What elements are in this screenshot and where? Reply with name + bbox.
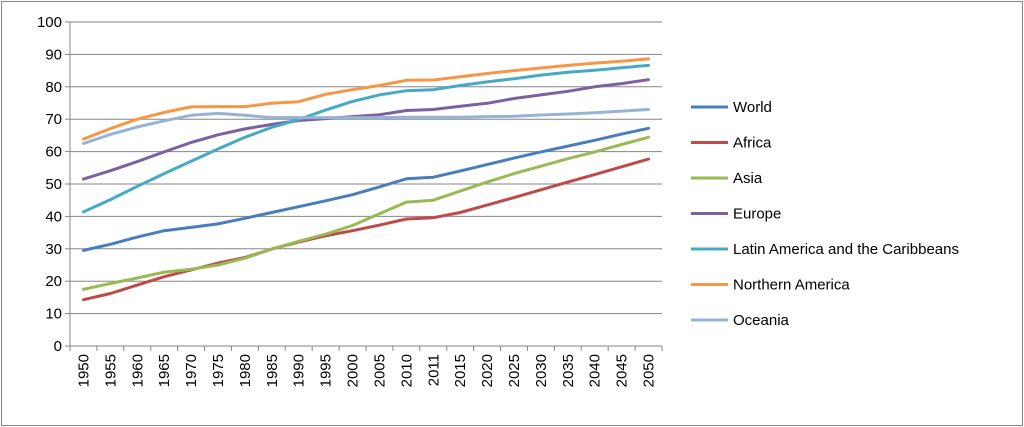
series-line-oceania — [82, 108, 650, 145]
x-tick-label: 1995 — [318, 354, 335, 387]
y-tick-label: 70 — [45, 111, 62, 128]
y-tick-label: 80 — [45, 79, 62, 96]
x-tick-label: 1950 — [75, 354, 92, 387]
x-tick-label: 2040 — [587, 354, 604, 387]
y-tick-label: 100 — [37, 14, 62, 31]
series-lines — [82, 57, 650, 302]
x-tick-label: 1955 — [102, 354, 119, 387]
y-tick-label: 10 — [45, 306, 62, 323]
series-line-africa — [82, 157, 650, 302]
series-line-asia — [82, 135, 650, 291]
series-line-latin-america-and-the-caribbeans — [82, 63, 650, 214]
x-tick-label: 1990 — [291, 354, 308, 387]
x-tick-label: 1975 — [210, 354, 227, 387]
x-tick-label: 2030 — [533, 354, 550, 387]
y-tick-label: 0 — [54, 338, 62, 355]
x-tick-label: 1980 — [237, 354, 254, 387]
x-tick-label: 2025 — [506, 354, 523, 387]
series-line-europe — [82, 78, 650, 181]
y-tick-label: 60 — [45, 144, 62, 161]
legend-label-oceania: Oceania — [733, 312, 790, 329]
x-tick-label: 1960 — [129, 354, 146, 387]
y-tick-label: 20 — [45, 273, 62, 290]
x-tick-label: 2020 — [479, 354, 496, 387]
x-tick-label: 2035 — [560, 354, 577, 387]
x-tick-label: 1985 — [264, 354, 281, 387]
series-line-world — [82, 126, 650, 252]
x-tick-label: 2050 — [641, 354, 658, 387]
y-tick-label: 50 — [45, 176, 62, 193]
gridlines — [70, 21, 662, 315]
legend: World Africa Asia Europe Latin America and t… — [691, 99, 959, 329]
legend-label-latin-america-and-the-caribbeans: Latin America and the Caribbeans — [733, 241, 959, 258]
x-tick-label: 2045 — [614, 354, 631, 387]
y-tick-label: 40 — [45, 208, 62, 225]
series-line-northern-america — [82, 57, 650, 141]
x-tick-label: 2000 — [345, 354, 362, 387]
legend-label-europe: Europe — [733, 206, 781, 223]
x-tick-label: 2010 — [398, 354, 415, 387]
x-tick-label: 2011 — [425, 354, 442, 386]
x-tick-label: 2005 — [371, 354, 388, 387]
x-tick-label: 1970 — [183, 354, 200, 387]
x-tick-label: 2015 — [452, 354, 469, 387]
y-tick-label: 90 — [45, 46, 62, 63]
legend-label-northern-america: Northern America — [733, 277, 850, 294]
legend-label-asia: Asia — [733, 170, 763, 187]
x-tick-label: 1965 — [156, 354, 173, 387]
y-tick-label: 30 — [45, 241, 62, 258]
legend-label-africa: Africa — [733, 135, 772, 152]
legend-label-world: World — [733, 99, 772, 116]
